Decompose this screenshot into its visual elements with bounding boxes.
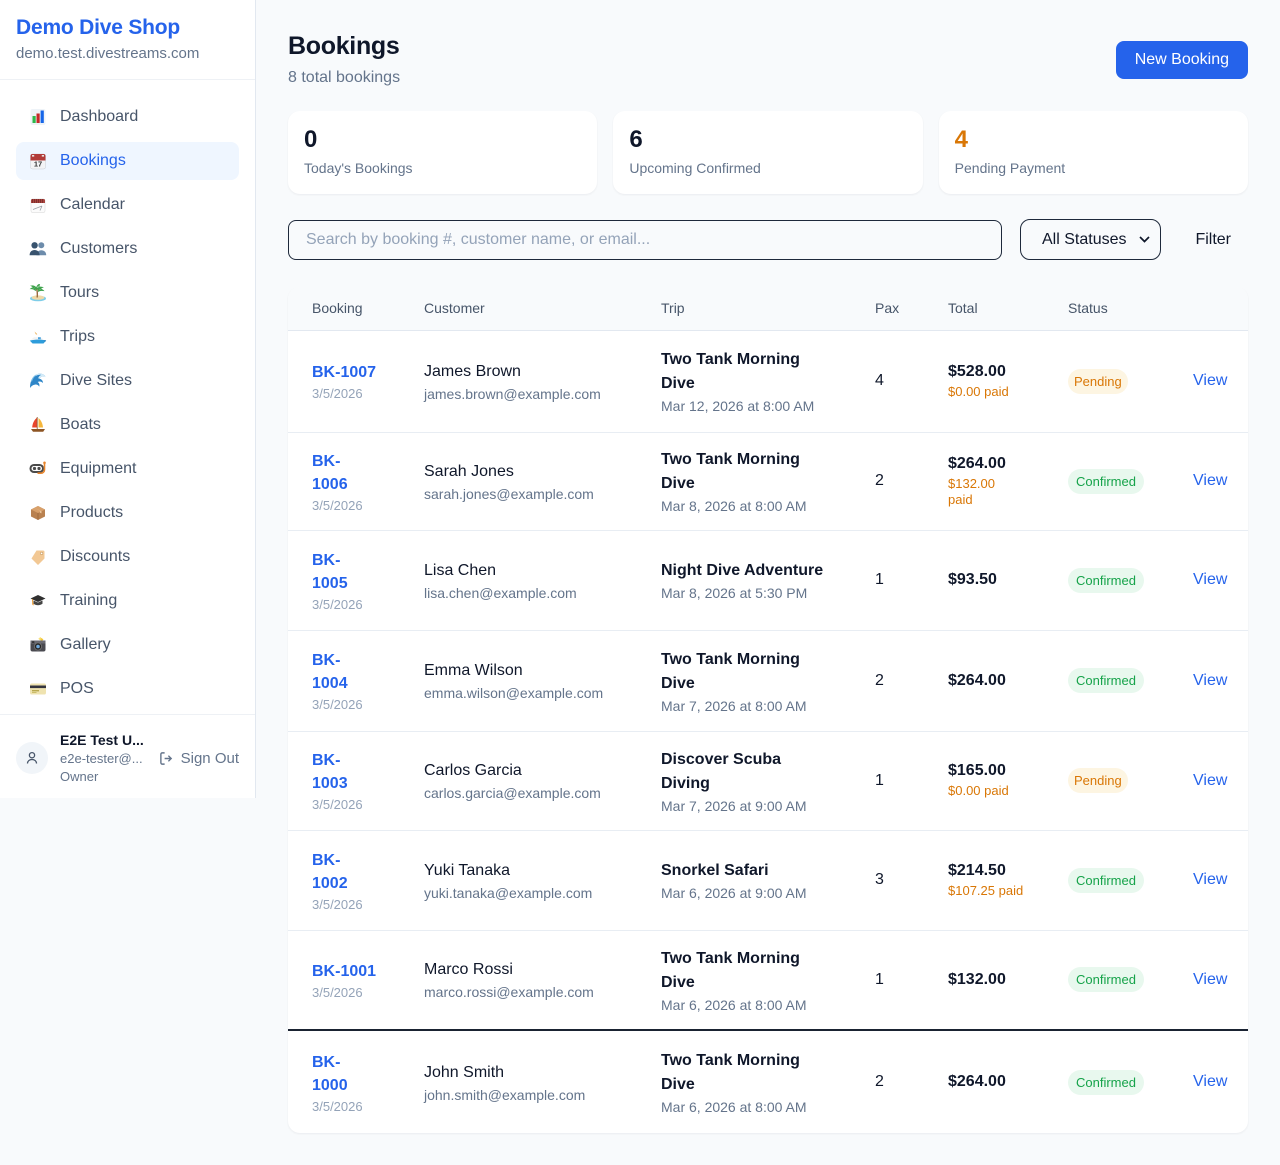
svg-text:17: 17 <box>34 160 42 169</box>
